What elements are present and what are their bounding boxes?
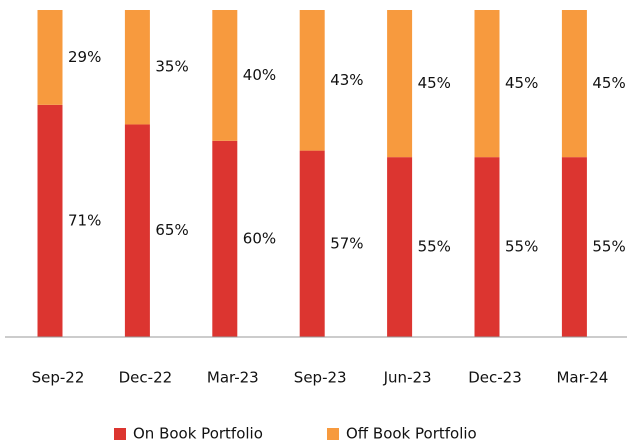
data-label: 57% — [330, 234, 363, 252]
x-tick-label: Dec-22 — [119, 369, 173, 387]
data-label: 71% — [68, 211, 101, 229]
bar-segment — [561, 10, 587, 158]
data-label: 29% — [68, 48, 101, 66]
bar-segment — [124, 10, 150, 125]
legend-label: On Book Portfolio — [133, 425, 263, 443]
legend-swatch — [114, 428, 126, 440]
data-label: 55% — [592, 238, 625, 256]
bar-segment — [212, 10, 238, 141]
data-label: 60% — [243, 229, 276, 247]
bar-segment — [37, 10, 63, 105]
data-label: 55% — [418, 238, 451, 256]
x-tick-label: Sep-22 — [32, 369, 85, 387]
data-label: 40% — [243, 66, 276, 84]
bar-segment — [474, 157, 500, 337]
legend-swatch — [327, 428, 339, 440]
bar-segment — [124, 124, 150, 337]
bar-segment — [474, 10, 500, 158]
data-label: 45% — [592, 74, 625, 92]
bar-segment — [37, 104, 63, 337]
data-label: 45% — [505, 74, 538, 92]
x-tick-label: Jun-23 — [383, 369, 432, 387]
x-tick-label: Dec-23 — [468, 369, 522, 387]
bar-segment — [561, 157, 587, 337]
bar-segment — [387, 10, 413, 158]
x-tick-label: Mar-23 — [207, 369, 259, 387]
data-label: 35% — [155, 58, 188, 76]
bar-segment — [387, 157, 413, 337]
data-label: 43% — [330, 71, 363, 89]
legend-label: Off Book Portfolio — [346, 425, 477, 443]
bar-segment — [299, 10, 325, 151]
bar-segment — [212, 140, 238, 337]
bar-segment — [299, 150, 325, 337]
data-label: 45% — [418, 74, 451, 92]
data-label: 65% — [155, 221, 188, 239]
x-tick-label: Mar-24 — [556, 369, 608, 387]
data-label: 55% — [505, 238, 538, 256]
x-tick-label: Sep-23 — [294, 369, 347, 387]
